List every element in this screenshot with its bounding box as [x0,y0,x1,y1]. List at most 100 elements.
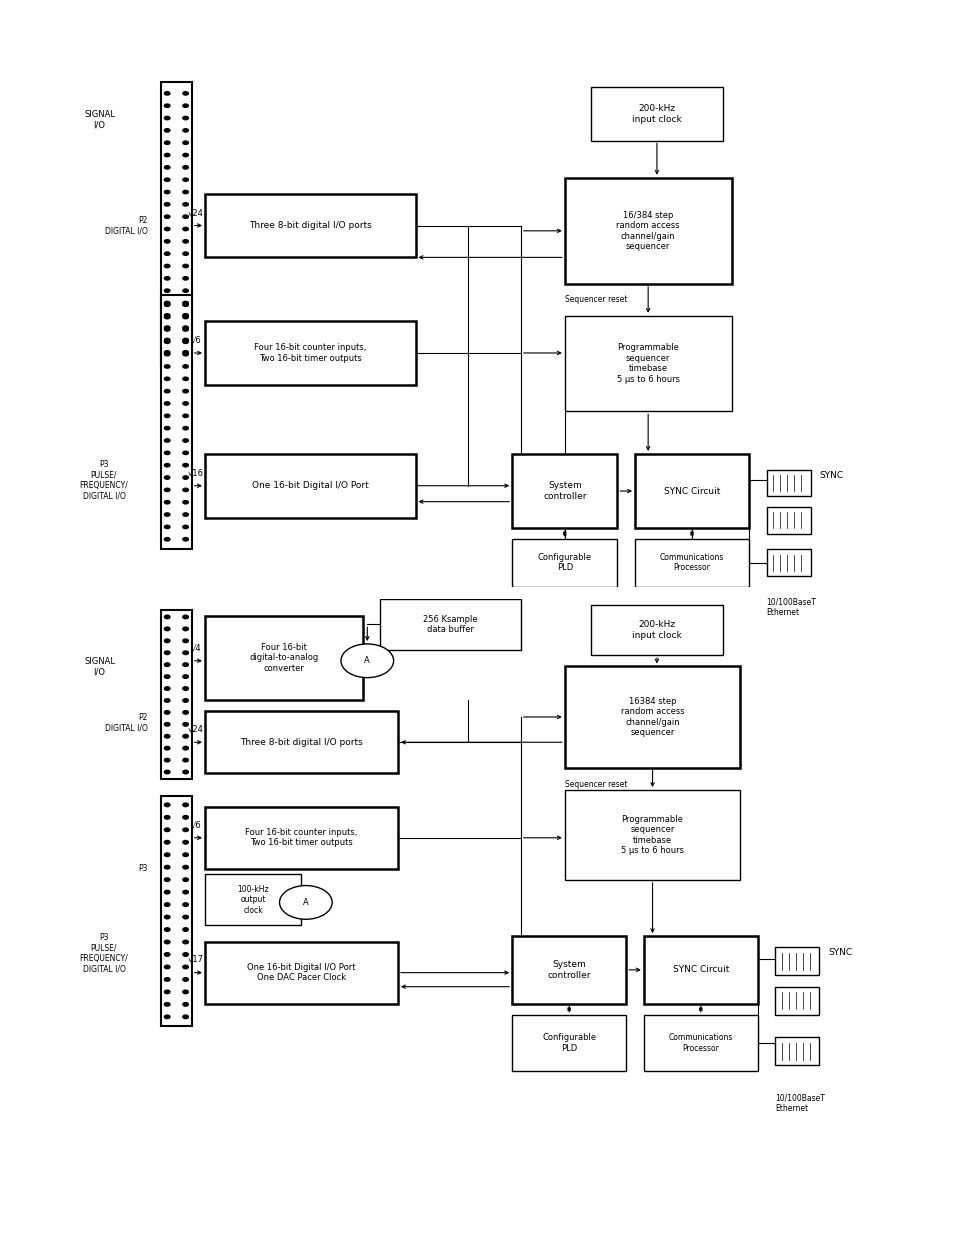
Circle shape [183,1015,188,1019]
Circle shape [183,674,188,678]
FancyBboxPatch shape [205,453,416,517]
FancyBboxPatch shape [161,294,192,550]
Circle shape [164,303,170,306]
Circle shape [164,289,170,293]
Circle shape [183,190,188,194]
Circle shape [183,500,188,504]
Circle shape [164,252,170,256]
Text: 200-kHz
input clock: 200-kHz input clock [632,620,681,640]
FancyBboxPatch shape [564,667,740,767]
Text: Configurable
PLD: Configurable PLD [537,553,591,573]
Circle shape [183,803,188,806]
Circle shape [183,338,188,342]
Circle shape [183,438,188,442]
Text: P2
DIGITAL I/O: P2 DIGITAL I/O [105,216,148,235]
Circle shape [183,141,188,144]
Circle shape [183,990,188,994]
Circle shape [183,758,188,762]
Text: Communications
Processor: Communications Processor [659,553,723,573]
Text: Programmable
sequencer
timebase
5 μs to 6 hours: Programmable sequencer timebase 5 μs to … [620,815,683,855]
Text: Three 8-bit digital I/O ports: Three 8-bit digital I/O ports [240,737,362,747]
Circle shape [164,878,170,882]
Text: 200-kHz
input clock: 200-kHz input clock [632,104,681,124]
Text: A: A [303,898,309,906]
Circle shape [164,389,170,393]
Circle shape [164,451,170,454]
Circle shape [164,91,170,95]
Circle shape [164,978,170,981]
FancyBboxPatch shape [512,1015,625,1071]
Circle shape [164,340,170,343]
Circle shape [164,488,170,492]
Circle shape [164,215,170,219]
Circle shape [183,638,188,642]
Circle shape [183,104,188,107]
Circle shape [183,513,188,516]
Circle shape [183,815,188,819]
Circle shape [164,758,170,762]
Text: SYNC Circuit: SYNC Circuit [663,487,720,495]
Text: √6: √6 [191,336,201,345]
Circle shape [164,264,170,268]
Circle shape [164,327,170,331]
Text: 10/100BaseT
Ethernet: 10/100BaseT Ethernet [766,598,816,616]
Circle shape [183,940,188,944]
FancyBboxPatch shape [380,599,520,650]
Circle shape [164,364,170,368]
Circle shape [183,927,188,931]
Circle shape [164,352,170,356]
Circle shape [183,364,188,368]
Text: SIGNAL
I/O: SIGNAL I/O [84,657,115,676]
Text: Four 16-bit
digital-to-analog
converter: Four 16-bit digital-to-analog converter [249,643,318,673]
Text: P3
PULSE/
FREQUENCY/
DIGITAL I/O: P3 PULSE/ FREQUENCY/ DIGITAL I/O [79,461,129,500]
Circle shape [183,277,188,280]
Circle shape [183,627,188,631]
FancyBboxPatch shape [205,874,301,925]
Circle shape [183,710,188,714]
Circle shape [183,463,188,467]
Circle shape [164,227,170,231]
Circle shape [164,116,170,120]
Circle shape [183,178,188,182]
Circle shape [164,351,170,354]
Circle shape [183,525,188,529]
Text: A: A [364,656,370,666]
Text: Communications
Processor: Communications Processor [668,1034,732,1052]
Circle shape [164,771,170,774]
Text: SIGNAL
I/O: SIGNAL I/O [84,110,115,128]
FancyBboxPatch shape [635,538,748,587]
Circle shape [164,903,170,906]
FancyBboxPatch shape [512,936,625,1004]
Circle shape [183,687,188,690]
Circle shape [183,853,188,857]
FancyBboxPatch shape [564,790,740,879]
Circle shape [183,735,188,739]
Circle shape [183,203,188,206]
Circle shape [164,866,170,869]
Circle shape [164,815,170,819]
Circle shape [183,352,188,356]
FancyBboxPatch shape [205,616,362,700]
Circle shape [164,1003,170,1007]
Circle shape [164,203,170,206]
FancyBboxPatch shape [643,1015,757,1071]
Circle shape [183,746,188,750]
Circle shape [164,438,170,442]
Circle shape [164,827,170,831]
Circle shape [183,1003,188,1007]
Text: Configurable
PLD: Configurable PLD [541,1034,596,1052]
Circle shape [183,401,188,405]
Circle shape [164,915,170,919]
Text: Three 8-bit digital I/O ports: Three 8-bit digital I/O ports [249,221,372,230]
FancyBboxPatch shape [766,469,810,496]
Text: 100-kHz
output
clock: 100-kHz output clock [237,884,269,914]
FancyBboxPatch shape [205,711,397,773]
FancyBboxPatch shape [512,538,617,587]
Circle shape [183,663,188,667]
Circle shape [164,1015,170,1019]
FancyBboxPatch shape [512,453,617,529]
Text: Four 16-bit counter inputs,
Two 16-bit timer outputs: Four 16-bit counter inputs, Two 16-bit t… [245,829,357,847]
FancyBboxPatch shape [205,942,397,1004]
FancyBboxPatch shape [775,1037,819,1066]
FancyBboxPatch shape [161,610,192,779]
